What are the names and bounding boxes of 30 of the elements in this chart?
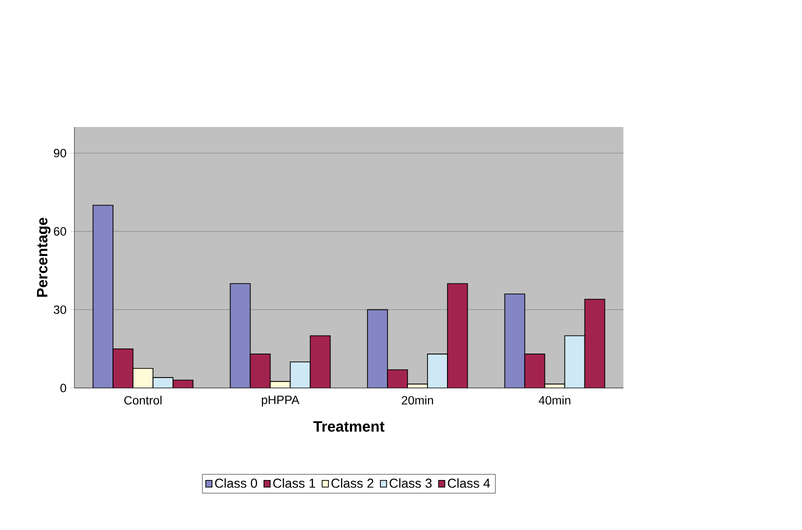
bar [310, 335, 331, 388]
x-tick-label: pHPPA [262, 396, 300, 406]
y-tick-label: 0 [60, 384, 66, 392]
x-axis-title: Treatment [313, 421, 384, 432]
x-tick-label: Control [124, 396, 162, 405]
y-tick-label: 60 [54, 227, 66, 236]
legend-label: Class 0 [215, 478, 258, 488]
y-tick-label: 90 [54, 148, 66, 158]
bar [387, 369, 408, 388]
bar [112, 348, 134, 388]
x-tick-label: 20min [402, 396, 434, 405]
x-tick-label: 40min [538, 396, 570, 405]
legend-label: Class 1 [273, 478, 316, 488]
legend-label: Class 4 [448, 478, 490, 488]
bar [290, 361, 311, 388]
y-tick-label: 30 [54, 305, 66, 314]
bar [250, 354, 271, 388]
legend-label: Class 2 [331, 478, 374, 488]
bar [447, 283, 468, 388]
bar [230, 283, 251, 388]
bar [524, 354, 546, 388]
legend-label: Class 3 [390, 478, 432, 488]
bar [367, 309, 388, 388]
bar [584, 298, 606, 388]
bar [427, 354, 448, 388]
bar [92, 204, 114, 388]
y-axis-title: Percentage [37, 218, 50, 297]
bar [564, 335, 586, 388]
bar [504, 294, 526, 388]
bar [132, 368, 154, 388]
